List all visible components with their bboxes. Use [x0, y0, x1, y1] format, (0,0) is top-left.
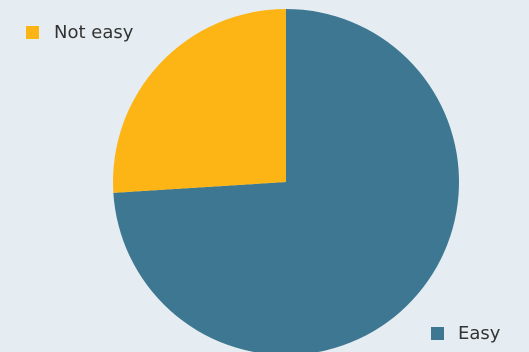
- pie-slice: [113, 9, 286, 193]
- legend-label: Not easy: [54, 22, 134, 43]
- pie-slice: [113, 9, 459, 352]
- legend-swatch: [431, 327, 444, 340]
- legend-label: Easy: [458, 323, 501, 344]
- legend-swatch: [26, 26, 39, 39]
- legend: Not easy Easy: [26, 22, 501, 344]
- pie: [113, 9, 459, 352]
